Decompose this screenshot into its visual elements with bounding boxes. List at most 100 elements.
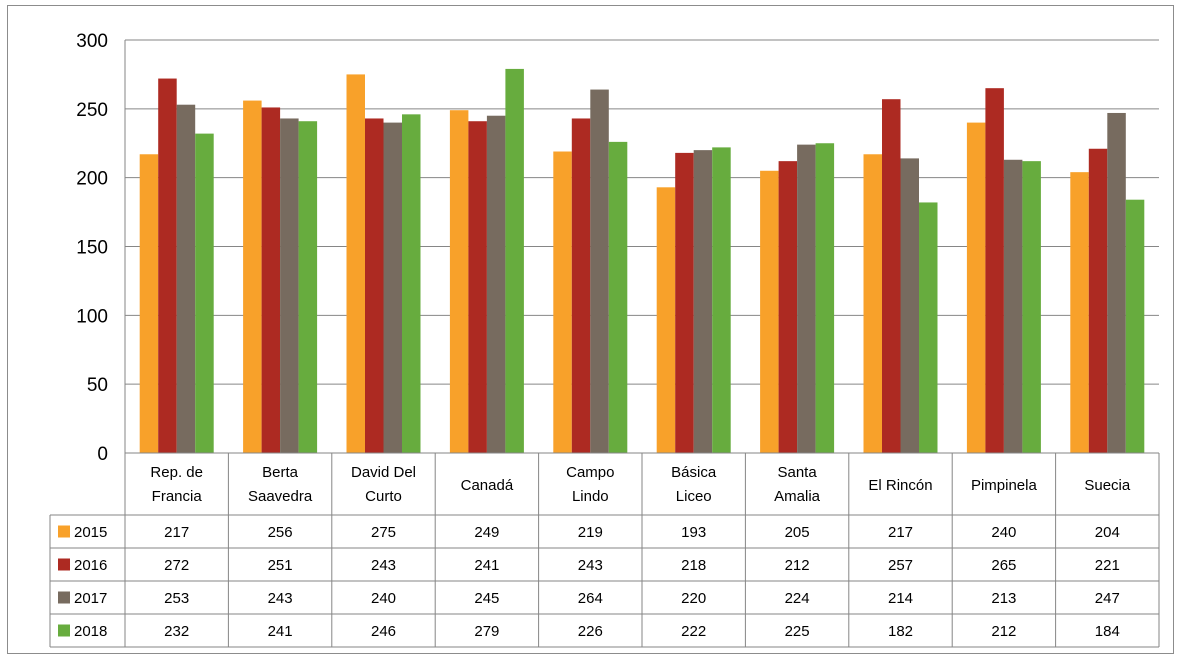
y-tick-label: 300 (76, 31, 108, 52)
data-label-2016-4: 243 (578, 557, 603, 574)
bar-2017-7 (900, 158, 919, 454)
bar-2018-5 (712, 147, 731, 453)
bar-2017-0 (176, 104, 196, 453)
bar-2017-3 (486, 115, 506, 453)
data-label-2016-7: 257 (888, 557, 913, 574)
data-label-2016-6: 212 (785, 557, 810, 574)
bar-2015-7 (863, 154, 882, 453)
category-label: El Rincón (868, 477, 932, 494)
data-label-2016-2: 243 (371, 557, 396, 574)
category-label: Básica (671, 464, 717, 481)
data-label-2015-9: 204 (1095, 524, 1120, 541)
bar-2016-0 (158, 78, 177, 454)
category-label: Berta (262, 464, 299, 481)
category-label: Lindo (572, 488, 609, 505)
legend-label: 2015 (74, 524, 107, 541)
data-label-2017-4: 264 (578, 590, 603, 607)
data-label-2016-5: 218 (681, 557, 706, 574)
bar-2015-3 (449, 110, 469, 454)
legend-swatch-2018 (58, 624, 70, 637)
y-tick-label: 250 (76, 100, 108, 121)
data-label-2016-0: 272 (164, 557, 189, 574)
data-label-2018-0: 232 (164, 623, 189, 640)
legend-label: 2017 (74, 590, 107, 607)
data-label-2016-1: 251 (268, 557, 293, 574)
y-tick-label: 0 (97, 444, 108, 465)
data-label-2015-8: 240 (991, 524, 1016, 541)
data-label-2017-6: 224 (785, 590, 810, 607)
data-label-2018-2: 246 (371, 623, 396, 640)
bar-2016-2 (365, 118, 384, 453)
data-label-2017-3: 245 (474, 590, 499, 607)
bar-2018-7 (919, 202, 938, 453)
category-label: Curto (365, 488, 402, 505)
bar-2016-9 (1088, 148, 1108, 454)
data-label-2017-5: 220 (681, 590, 706, 607)
bar-2016-6 (778, 161, 798, 453)
bar-2015-9 (1070, 172, 1089, 453)
data-label-2015-7: 217 (888, 524, 913, 541)
category-label: Francia (152, 488, 203, 505)
data-label-2018-6: 225 (785, 623, 810, 640)
category-label: Saavedra (248, 488, 313, 505)
data-label-2016-3: 241 (474, 557, 499, 574)
bar-2016-1 (261, 107, 281, 453)
y-tick-label: 100 (76, 306, 108, 327)
bar-2016-8 (985, 88, 1004, 453)
bar-2018-0 (195, 133, 214, 453)
data-label-2018-8: 212 (991, 623, 1016, 640)
data-label-2016-9: 221 (1095, 557, 1120, 574)
bar-2015-4 (553, 151, 572, 453)
category-label: Campo (566, 464, 614, 481)
bar-2018-1 (298, 121, 318, 454)
data-label-2015-5: 193 (681, 524, 706, 541)
bar-2017-4 (590, 89, 609, 453)
data-label-2018-3: 279 (474, 623, 499, 640)
category-label: Suecia (1084, 477, 1131, 494)
legend-swatch-2017 (58, 591, 70, 604)
bar-2016-7 (882, 99, 901, 454)
bar-2015-2 (346, 74, 365, 454)
data-label-2017-0: 253 (164, 590, 189, 607)
category-label: Liceo (676, 488, 712, 505)
data-label-2015-1: 256 (268, 524, 293, 541)
bar-2017-5 (693, 150, 713, 453)
data-label-2017-2: 240 (371, 590, 396, 607)
bar-2016-5 (675, 152, 694, 454)
data-label-2015-0: 217 (164, 524, 189, 541)
bar-2015-5 (656, 187, 676, 453)
bar-2018-9 (1125, 199, 1145, 453)
data-label-2018-7: 182 (888, 623, 913, 640)
category-label: David Del (351, 464, 416, 481)
bar-2015-8 (966, 122, 986, 453)
data-label-2018-1: 241 (268, 623, 293, 640)
category-label: Santa (777, 464, 817, 481)
data-label-2018-9: 184 (1095, 623, 1120, 640)
data-label-2018-5: 222 (681, 623, 706, 640)
data-label-2017-9: 247 (1095, 590, 1120, 607)
bar-2018-4 (608, 141, 628, 453)
bar-2017-1 (280, 118, 299, 453)
legend-label: 2018 (74, 623, 107, 640)
legend-label: 2016 (74, 557, 107, 574)
bar-2016-3 (468, 121, 487, 454)
data-label-2017-7: 214 (888, 590, 913, 607)
legend-swatch-2015 (58, 525, 70, 538)
legend-swatch-2016 (58, 558, 70, 571)
bar-2016-4 (571, 118, 591, 453)
bar-2015-0 (139, 154, 159, 453)
data-label-2017-8: 213 (991, 590, 1016, 607)
data-label-2015-4: 219 (578, 524, 603, 541)
y-tick-label: 50 (87, 375, 108, 396)
category-label: Canadá (461, 477, 514, 494)
y-tick-label: 200 (76, 169, 108, 190)
bar-2017-9 (1107, 112, 1126, 454)
data-label-2015-6: 205 (785, 524, 810, 541)
bar-2017-8 (1003, 159, 1023, 453)
data-label-2015-3: 249 (474, 524, 499, 541)
category-label: Rep. de (150, 464, 203, 481)
bar-2018-2 (402, 114, 421, 453)
bar-2015-6 (760, 170, 779, 454)
data-label-2018-4: 226 (578, 623, 603, 640)
